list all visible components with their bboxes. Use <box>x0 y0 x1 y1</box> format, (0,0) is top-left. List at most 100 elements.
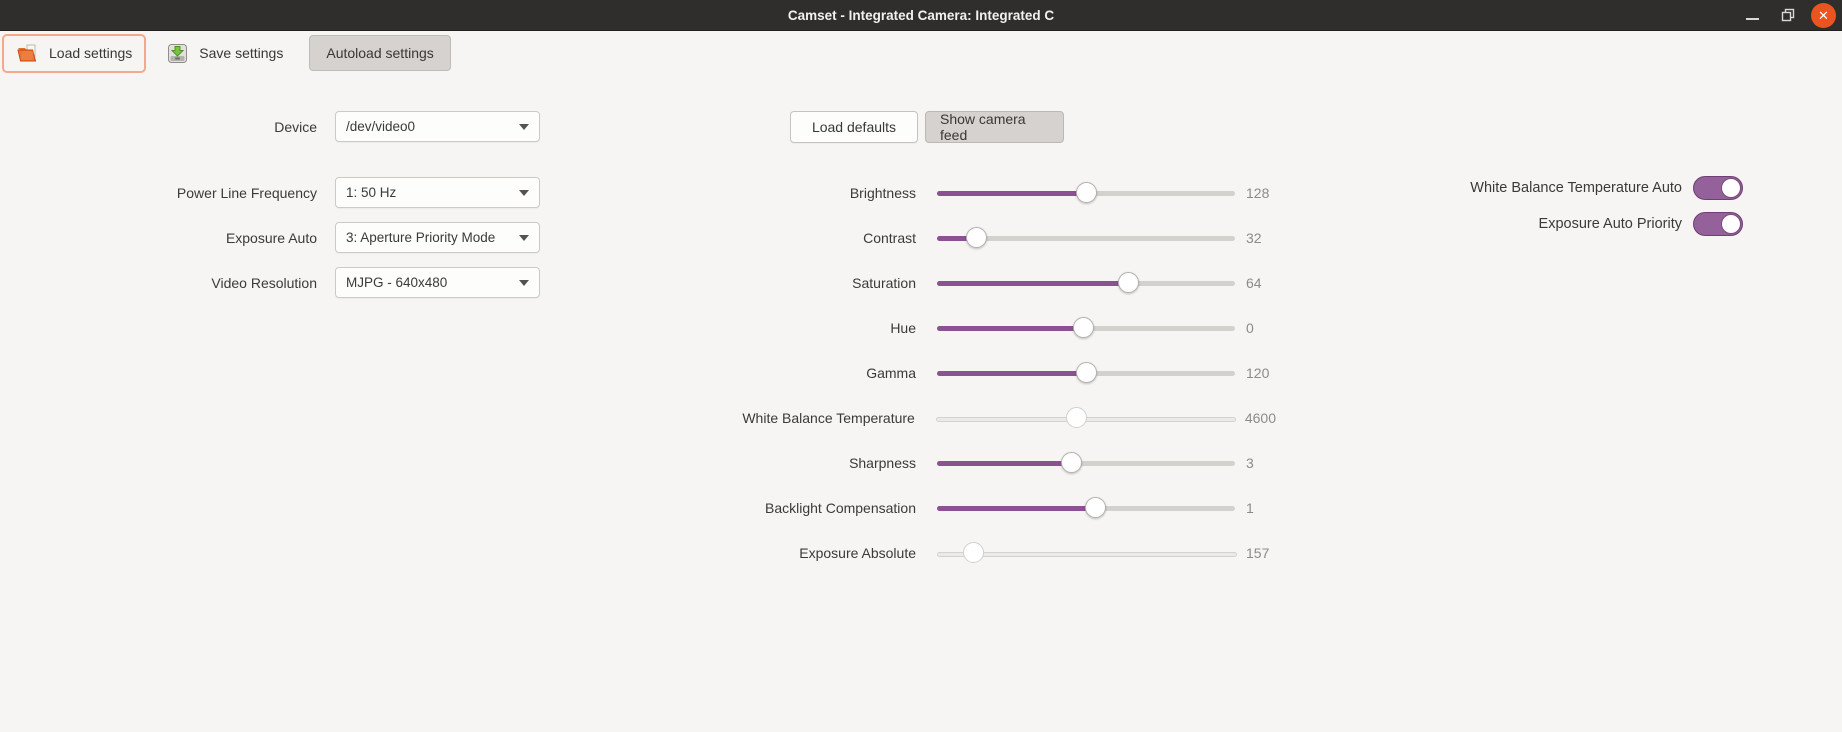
power-line-frequency-label: Power Line Frequency <box>176 184 317 201</box>
device-select[interactable]: /dev/video0 <box>335 111 540 142</box>
video-resolution-label: Video Resolution <box>211 274 317 291</box>
load-defaults-button[interactable]: Load defaults <box>790 111 918 143</box>
brightness-slider[interactable] <box>937 182 1235 204</box>
sharpness-slider-row: Sharpness 3 <box>600 447 1276 479</box>
saturation-value: 64 <box>1246 275 1262 291</box>
contrast-value: 32 <box>1246 230 1262 246</box>
save-settings-button[interactable]: Save settings <box>152 34 297 73</box>
device-value: /dev/video0 <box>346 119 416 134</box>
contrast-label: Contrast <box>863 230 916 246</box>
contrast-slider-row: Contrast 32 <box>600 222 1276 254</box>
chevron-down-icon <box>519 234 529 241</box>
exposure-auto-priority-toggle[interactable] <box>1693 212 1743 236</box>
exposure-absolute-slider-row: Exposure Absolute 157 <box>600 537 1276 569</box>
hue-label: Hue <box>890 320 916 336</box>
slider-handle[interactable] <box>1076 362 1097 383</box>
slider-track[interactable] <box>937 281 1235 286</box>
show-camera-feed-label: Show camera feed <box>940 111 1026 143</box>
autoload-settings-label: Autoload settings <box>326 45 434 61</box>
backlight-compensation-label: Backlight Compensation <box>765 500 916 516</box>
autoload-settings-toggle-button[interactable]: Autoload settings <box>309 35 451 71</box>
brightness-label: Brightness <box>849 185 916 201</box>
white-balance-temperature-value: 4600 <box>1244 410 1276 426</box>
chevron-down-icon <box>519 123 529 130</box>
toolbar: Load settings Save settings Autoload set… <box>0 31 1842 75</box>
white-balance-temperature-auto-label: White Balance Temperature Auto <box>1470 180 1682 196</box>
sharpness-slider[interactable] <box>937 452 1235 474</box>
sharpness-value: 3 <box>1246 455 1254 471</box>
exposure-auto-priority-label: Exposure Auto Priority <box>1538 216 1682 232</box>
chevron-down-icon <box>519 189 529 196</box>
exposure-absolute-label: Exposure Absolute <box>799 545 916 561</box>
save-icon <box>168 43 188 63</box>
slider-handle[interactable] <box>1084 497 1106 518</box>
exposure-auto-value: 3: Aperture Priority Mode <box>346 230 496 245</box>
exposure-auto-select[interactable]: 3: Aperture Priority Mode <box>335 222 540 253</box>
toggle-knob <box>1721 214 1741 234</box>
white-balance-temperature-slider-row: White Balance Temperature 4600 <box>600 402 1276 434</box>
load-defaults-label: Load defaults <box>811 119 897 135</box>
chevron-down-icon <box>519 279 529 286</box>
slider-track <box>937 552 1237 557</box>
slider-track[interactable] <box>937 461 1235 466</box>
device-row: Device /dev/video0 <box>160 111 540 142</box>
hue-value: 0 <box>1246 320 1254 336</box>
window-title: Camset - Integrated Camera: Integrated C <box>787 7 1055 23</box>
brightness-value: 128 <box>1246 185 1270 201</box>
slider-fill <box>937 236 976 241</box>
gamma-value: 120 <box>1246 365 1270 381</box>
slider-handle[interactable] <box>1061 452 1083 473</box>
titlebar: Camset - Integrated Camera: Integrated C… <box>0 0 1842 31</box>
sharpness-label: Sharpness <box>849 455 916 471</box>
slider-track[interactable] <box>937 236 1235 241</box>
exposure-auto-label: Exposure Auto <box>225 229 317 246</box>
exposure-absolute-value: 157 <box>1246 545 1270 561</box>
slider-fill <box>937 506 1095 511</box>
slider-fill <box>937 191 1086 196</box>
video-resolution-value: MJPG - 640x480 <box>346 275 448 290</box>
white-balance-temperature-auto-row: White Balance Temperature Auto <box>1400 176 1743 200</box>
close-button[interactable]: ✕ <box>1811 2 1836 28</box>
gamma-slider[interactable] <box>937 362 1235 384</box>
minimize-icon <box>1745 18 1759 20</box>
show-camera-feed-button[interactable]: Show camera feed <box>925 111 1064 143</box>
slider-handle[interactable] <box>1073 317 1095 338</box>
backlight-compensation-value: 1 <box>1246 500 1254 516</box>
minimize-button[interactable] <box>1739 2 1765 28</box>
load-settings-label: Load settings <box>49 45 133 61</box>
hue-slider[interactable] <box>937 317 1235 339</box>
gamma-label: Gamma <box>866 365 916 381</box>
backlight-compensation-slider-row: Backlight Compensation 1 <box>600 492 1276 524</box>
save-settings-label: Save settings <box>199 45 284 61</box>
power-line-frequency-row: Power Line Frequency 1: 50 Hz <box>160 177 540 208</box>
white-balance-temperature-auto-toggle[interactable] <box>1693 176 1743 200</box>
white-balance-temperature-label: White Balance Temperature <box>742 410 915 426</box>
device-label: Device <box>274 118 317 135</box>
brightness-slider-row: Brightness 128 <box>600 177 1276 209</box>
power-line-frequency-select[interactable]: 1: 50 Hz <box>335 177 540 208</box>
exposure-auto-row: Exposure Auto 3: Aperture Priority Mode <box>160 222 540 253</box>
slider-handle[interactable] <box>1076 182 1097 203</box>
slider-fill <box>937 281 1128 286</box>
close-icon: ✕ <box>1818 7 1829 23</box>
restore-icon <box>1781 8 1794 21</box>
restore-button[interactable] <box>1775 2 1801 28</box>
slider-fill <box>937 371 1086 376</box>
backlight-compensation-slider[interactable] <box>937 497 1235 519</box>
slider-handle[interactable] <box>965 227 987 248</box>
exposure-absolute-slider <box>937 542 1237 564</box>
slider-handle[interactable] <box>1117 272 1139 293</box>
saturation-label: Saturation <box>852 275 916 291</box>
video-resolution-select[interactable]: MJPG - 640x480 <box>335 267 540 298</box>
window-controls: ✕ <box>1739 0 1836 30</box>
white-balance-temperature-slider <box>935 407 1236 429</box>
contrast-slider[interactable] <box>937 227 1235 249</box>
exposure-auto-priority-row: Exposure Auto Priority <box>1400 212 1743 236</box>
saturation-slider-row: Saturation 64 <box>600 267 1276 299</box>
slider-handle <box>1065 407 1087 428</box>
load-settings-button[interactable]: Load settings <box>2 33 147 73</box>
toggle-knob <box>1721 178 1741 198</box>
power-line-frequency-value: 1: 50 Hz <box>346 185 397 200</box>
saturation-slider[interactable] <box>937 272 1235 294</box>
